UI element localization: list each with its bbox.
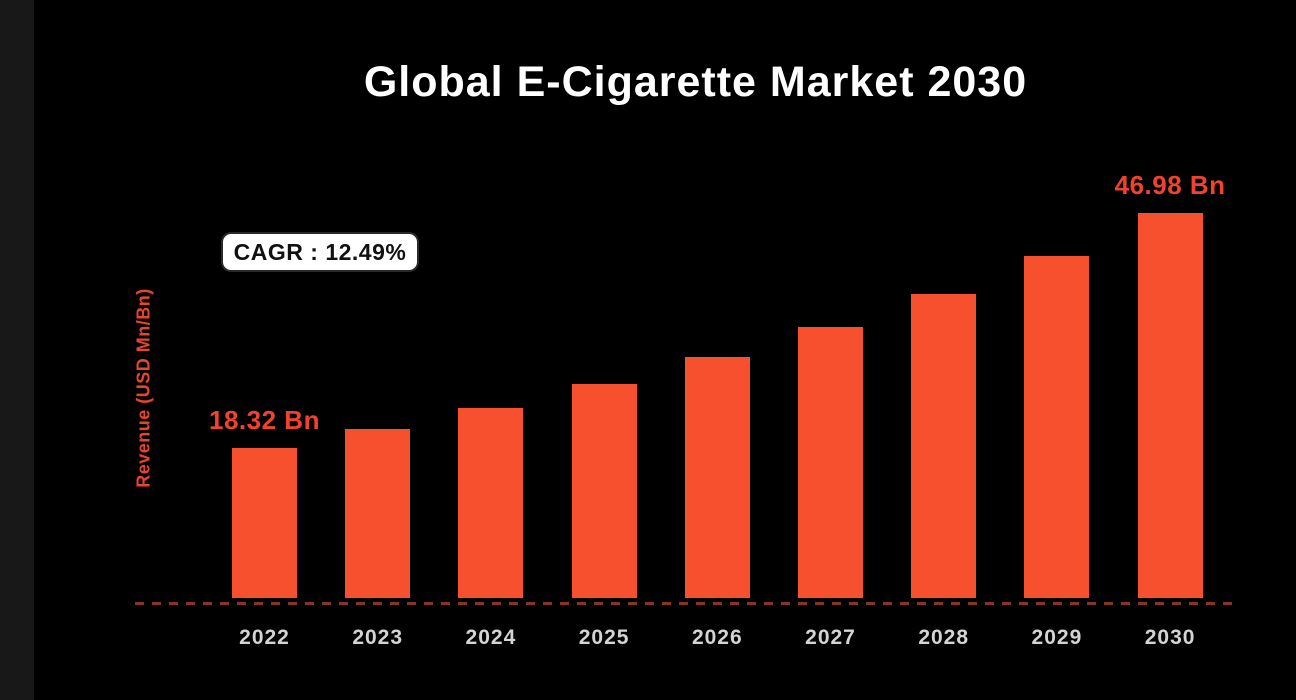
bar-2026 bbox=[684, 357, 750, 598]
x-tick-2030: 2030 bbox=[1144, 626, 1196, 649]
bar-2023 bbox=[345, 428, 411, 598]
x-tick-2023: 2023 bbox=[352, 626, 404, 649]
bar-2027 bbox=[798, 327, 863, 598]
bar-2022 bbox=[232, 447, 297, 598]
x-tick-2029: 2029 bbox=[1031, 626, 1083, 649]
x-axis-baseline bbox=[135, 602, 1236, 605]
chart-title: Global E-Cigarette Market 2030 bbox=[363, 58, 1028, 106]
bar-2029 bbox=[1024, 255, 1090, 598]
cagr-badge: CAGR : 12.49% bbox=[223, 234, 417, 270]
x-tick-2025: 2025 bbox=[578, 626, 630, 649]
value-label-2022: 18.32 Bn bbox=[209, 404, 320, 435]
bar-2024 bbox=[458, 407, 524, 598]
x-tick-2028: 2028 bbox=[918, 626, 970, 649]
x-tick-2024: 2024 bbox=[465, 626, 517, 649]
x-tick-2022: 2022 bbox=[239, 626, 290, 649]
bar-2030 bbox=[1137, 212, 1203, 598]
value-label-2030: 46.98 Bn bbox=[1114, 169, 1226, 200]
x-tick-2026: 2026 bbox=[691, 626, 743, 649]
bar-2028 bbox=[911, 293, 977, 598]
left-edge-strip bbox=[0, 0, 34, 700]
x-tick-2027: 2027 bbox=[805, 626, 856, 649]
bar-2025 bbox=[571, 384, 637, 598]
